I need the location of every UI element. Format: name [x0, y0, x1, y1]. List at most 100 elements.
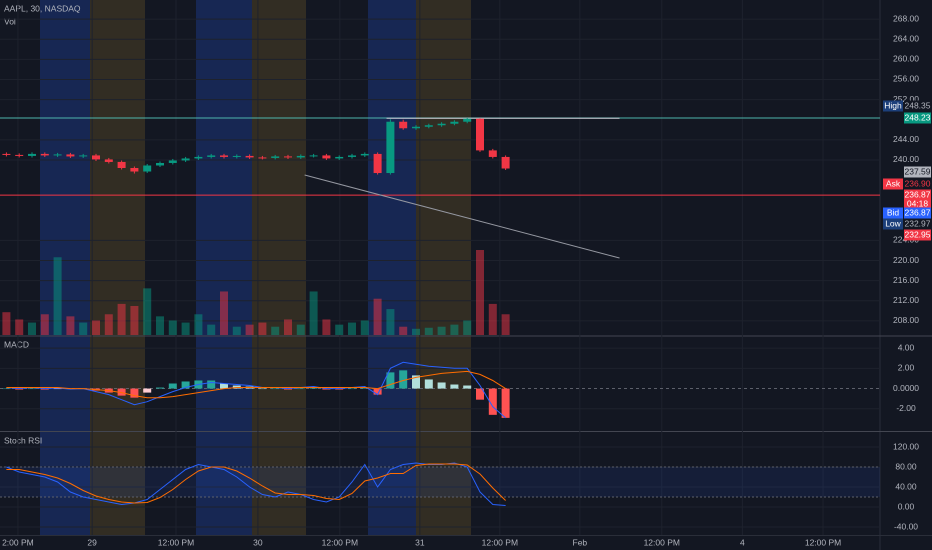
candle-body	[117, 161, 126, 169]
macd-histogram-bar	[412, 375, 420, 389]
volume-bar	[15, 319, 24, 335]
price-tag: 232.95	[905, 229, 931, 239]
volume-bar	[399, 326, 408, 335]
session-band	[40, 0, 90, 535]
volume-title: Vol	[4, 16, 16, 26]
candle-body	[450, 121, 459, 124]
price-tag-prefix: High	[884, 100, 902, 110]
volume-bar	[437, 326, 446, 335]
candle-body	[207, 155, 216, 157]
candle-body	[232, 155, 241, 157]
y-tick-label: 244.00	[893, 134, 919, 144]
volume-bar	[412, 328, 420, 335]
candle-body	[40, 153, 49, 156]
volume-bar	[53, 257, 62, 335]
candle-body	[501, 156, 510, 169]
candle-body	[476, 118, 484, 151]
macd-histogram-bar	[220, 383, 228, 389]
candle-body	[258, 157, 267, 159]
price-tag-box	[904, 100, 931, 112]
candle-body	[104, 159, 113, 162]
macd-histogram-bar	[168, 383, 177, 389]
macd-title: MACD	[4, 339, 29, 349]
macd-histogram-bar	[476, 388, 484, 400]
price-tag-prefix: Ask	[886, 178, 901, 188]
price-tag-box	[904, 218, 931, 230]
macd-histogram-bar	[463, 385, 472, 389]
candle-body	[360, 153, 369, 156]
y-tick-label: 220.00	[893, 255, 919, 265]
macd-histogram-bar	[386, 372, 395, 389]
candle-body	[348, 155, 356, 157]
y-tick-label: 260.00	[893, 54, 919, 64]
macd-histogram-bar	[207, 380, 216, 389]
price-tag-prefix-box	[883, 100, 903, 112]
price-tag-box	[904, 207, 931, 219]
candle-body	[488, 150, 497, 157]
volume-bar	[424, 327, 433, 335]
macd-histogram-bar	[348, 388, 356, 390]
candle-body	[2, 153, 11, 155]
volume-bar	[104, 314, 113, 335]
y-tick-label: 4.00	[898, 342, 915, 352]
session-band	[368, 0, 416, 535]
macd-histogram-bar	[399, 370, 408, 389]
macd-histogram-bar	[53, 388, 62, 390]
candle-body	[156, 162, 164, 166]
sessions	[40, 0, 471, 535]
candle-body	[463, 118, 472, 122]
candle-body	[15, 154, 24, 156]
candle-body	[386, 121, 395, 174]
volume-bar	[476, 250, 484, 335]
stoch-band	[0, 467, 880, 497]
y-tick-label: 40.00	[895, 481, 917, 491]
volume-bar	[450, 324, 459, 335]
stoch-line	[6, 463, 506, 504]
x-tick-label: 12:00 PM	[322, 537, 358, 547]
candle-body	[412, 126, 420, 129]
macd-histogram-bar	[156, 387, 164, 389]
macd-histogram-bar	[296, 388, 305, 390]
volume-bar	[207, 324, 216, 335]
x-tick-label: 31	[415, 537, 425, 547]
y-tick-label: 212.00	[893, 295, 919, 305]
candle-body	[79, 155, 88, 157]
x-tick-label: 12:00 PM	[805, 537, 841, 547]
macd-histogram-bar	[181, 381, 190, 389]
macd-histogram-bar	[2, 388, 11, 390]
price-tag: 248.23	[905, 112, 931, 122]
y-tick-label: 0.0000	[893, 383, 919, 393]
candle-body	[335, 156, 344, 159]
volume-bar	[92, 320, 100, 335]
volume-bar	[386, 309, 395, 335]
candle-body	[220, 155, 228, 157]
volume-bar	[28, 322, 36, 335]
session-band	[252, 0, 306, 535]
volume-bar	[488, 303, 497, 335]
volume-bar	[79, 322, 88, 335]
session-band	[416, 0, 471, 535]
candle-body	[53, 154, 62, 156]
candle-body	[66, 154, 75, 157]
y-tick-label: 264.00	[893, 33, 919, 43]
candle-body	[399, 121, 408, 129]
candle-body	[181, 158, 190, 161]
macd-histogram-bar	[373, 388, 382, 395]
y-tick-label: 0.00	[898, 501, 915, 511]
macd-histogram-bar	[130, 388, 139, 398]
macd-histogram-bar	[258, 388, 267, 390]
candle-body	[194, 156, 203, 159]
price-tag-prefix-box	[883, 218, 903, 230]
price-tag: 236.90	[905, 178, 931, 188]
candle-body	[322, 155, 331, 159]
price-tag-box	[904, 189, 931, 201]
x-tick-label: 29	[87, 537, 97, 547]
y-tick-label: 268.00	[893, 13, 919, 23]
trend-line	[304, 174, 620, 259]
price-tag-box	[904, 178, 931, 190]
y-tick-label: 2.00	[898, 363, 915, 373]
volume-bar	[40, 314, 49, 335]
price-tag: 236.87	[905, 207, 931, 217]
